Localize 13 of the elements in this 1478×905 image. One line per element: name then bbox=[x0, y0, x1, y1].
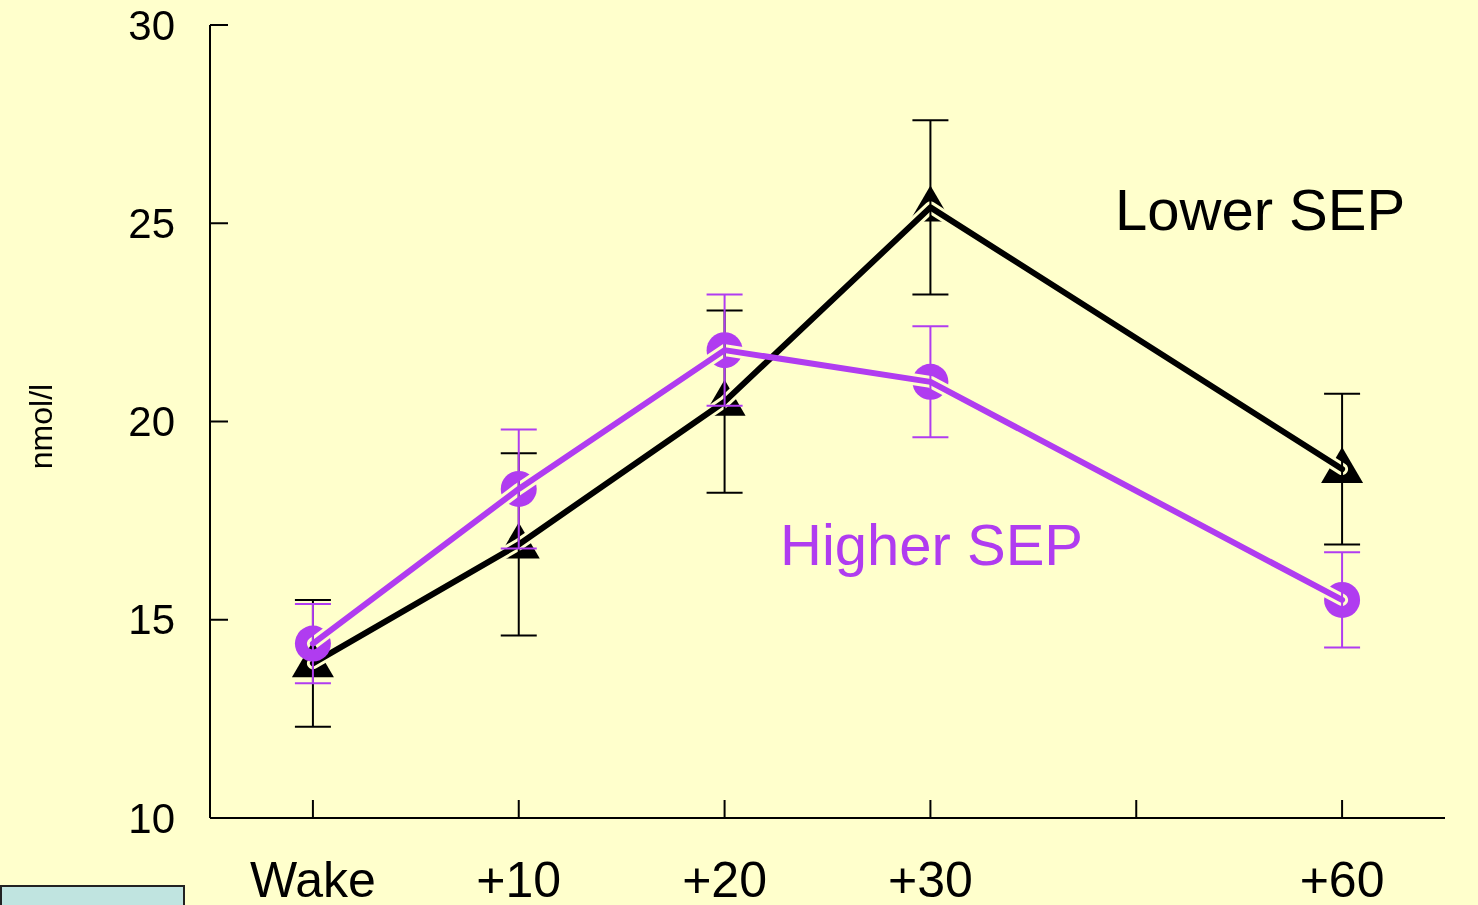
x-tick-label: +30 bbox=[888, 852, 973, 905]
x-tick-label: +10 bbox=[476, 852, 562, 905]
x-tick-label: Wake bbox=[249, 852, 376, 905]
x-tick-label: +60 bbox=[1299, 852, 1385, 905]
y-axis-title: nmol/l bbox=[23, 383, 59, 470]
y-tick-label: 15 bbox=[128, 596, 175, 644]
y-tick-label: 10 bbox=[128, 794, 175, 842]
series-label: Lower SEP bbox=[1115, 177, 1406, 242]
series-label: Higher SEP bbox=[780, 512, 1084, 577]
y-tick-label: 20 bbox=[128, 398, 175, 446]
y-tick-label: 30 bbox=[128, 1, 175, 49]
y-tick-label: 25 bbox=[128, 199, 175, 247]
x-tick-label: +20 bbox=[682, 852, 767, 905]
